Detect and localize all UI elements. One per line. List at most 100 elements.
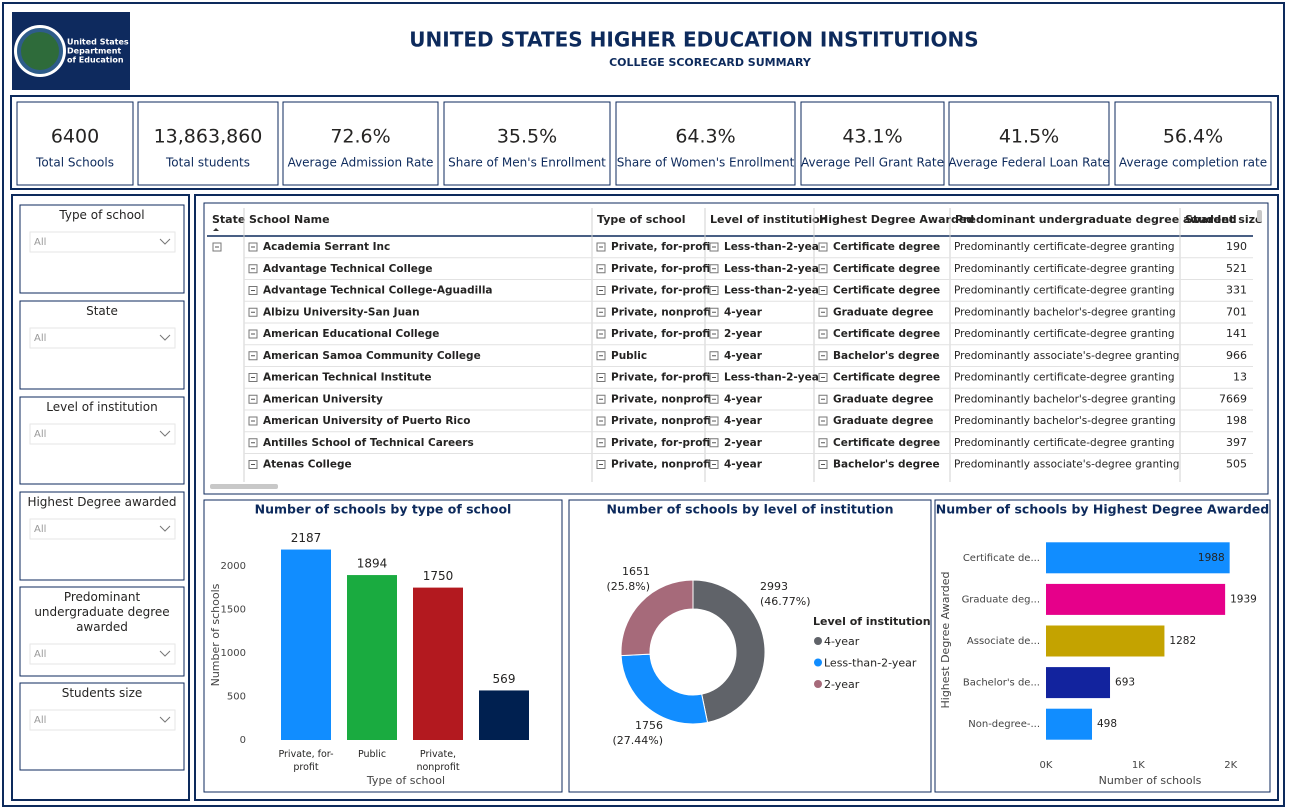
table-cell: Private, for-profit bbox=[611, 437, 715, 449]
table-cell: American Samoa Community College bbox=[263, 350, 481, 362]
bar bbox=[1046, 708, 1093, 740]
slicer-dropdown bbox=[29, 709, 176, 731]
scrollbar-h bbox=[210, 484, 278, 489]
table-cell: Certificate degree bbox=[833, 285, 940, 297]
table-cell: Less-than-2-year bbox=[724, 263, 825, 275]
data-label: 1282 bbox=[1169, 635, 1196, 647]
kpi-card bbox=[1114, 101, 1272, 186]
slicer-selection: All bbox=[34, 524, 46, 535]
table-cell: American Educational College bbox=[263, 328, 439, 340]
table-cell: Predominantly certificate-degree grantin… bbox=[954, 263, 1175, 275]
table-cell: 141 bbox=[1226, 327, 1247, 340]
bar bbox=[1046, 583, 1226, 615]
y-tick-label: Associate de... bbox=[967, 636, 1040, 647]
x-tick-label: 1K bbox=[1132, 760, 1145, 771]
table-cell: Bachelor's degree bbox=[833, 350, 940, 362]
data-label: 1988 bbox=[1198, 552, 1225, 564]
slicer-title: Highest Degree awarded bbox=[27, 495, 177, 509]
slicer-selection: All bbox=[34, 237, 46, 248]
table-cell: Graduate degree bbox=[833, 393, 933, 405]
legend-entry: 2-year bbox=[824, 678, 860, 691]
kpi-value: 43.1% bbox=[842, 126, 902, 148]
table-cell: 4-year bbox=[724, 350, 763, 362]
kpi-card bbox=[137, 101, 279, 186]
slicer-dropdown bbox=[29, 643, 176, 665]
y-tick-label: 1000 bbox=[221, 648, 246, 659]
percent-label: (25.8%) bbox=[606, 580, 650, 593]
bar bbox=[1046, 625, 1165, 657]
x-tick-label: Private, nonprofit bbox=[416, 749, 460, 773]
table-cell: 397 bbox=[1226, 436, 1247, 449]
table-cell: 4-year bbox=[724, 306, 763, 318]
y-axis-label: Number of schools bbox=[209, 583, 222, 686]
table-cell: 2-year bbox=[724, 437, 763, 449]
x-tick-label: Private, for-profit bbox=[278, 749, 334, 773]
logo-text: of Education bbox=[67, 56, 124, 65]
table-cell: 4-year bbox=[724, 393, 763, 405]
dropdown-chevron bbox=[159, 334, 171, 341]
table-cell: Certificate degree bbox=[833, 372, 940, 384]
x-axis-label: Number of schools bbox=[1099, 774, 1202, 787]
table-cell: Private, nonprofit bbox=[611, 415, 716, 427]
slicer-title: Level of institution bbox=[46, 400, 158, 414]
table-cell: 701 bbox=[1226, 305, 1247, 318]
chart-title: Number of schools by Highest Degree Awar… bbox=[936, 502, 1269, 517]
y-tick-label: Bachelor's de... bbox=[963, 678, 1040, 689]
kpi-card bbox=[282, 101, 439, 186]
y-tick-label: 500 bbox=[227, 691, 246, 702]
legend-title: Level of institution bbox=[813, 615, 931, 628]
bar bbox=[1046, 542, 1230, 574]
donut-slice bbox=[692, 579, 766, 724]
table-cell: Certificate degree bbox=[833, 328, 940, 340]
bar bbox=[347, 575, 397, 740]
data-label: 1651 bbox=[622, 565, 650, 578]
table-cell: Certificate degree bbox=[833, 241, 940, 253]
dropdown-chevron bbox=[159, 525, 171, 532]
percent-label: (27.44%) bbox=[612, 734, 663, 747]
table-cell: Less-than-2-year bbox=[724, 372, 825, 384]
data-label: 1894 bbox=[357, 557, 388, 571]
table-cell: 13 bbox=[1233, 371, 1247, 384]
data-label: 693 bbox=[1115, 677, 1135, 689]
table-cell: 4-year bbox=[724, 459, 763, 471]
x-tick-label: 2K bbox=[1224, 760, 1237, 771]
kpi-label: Total Schools bbox=[35, 156, 114, 170]
legend-marker bbox=[814, 637, 822, 645]
table-cell: Public bbox=[611, 350, 647, 362]
table-cell: 198 bbox=[1226, 414, 1247, 427]
y-tick-label: Non-degree-... bbox=[968, 719, 1040, 730]
data-label: 1939 bbox=[1230, 593, 1257, 605]
table-cell: Private, for-profit bbox=[611, 285, 715, 297]
table-cell: Advantage Technical College bbox=[263, 263, 433, 275]
y-axis-label: Highest Degree Awarded bbox=[939, 571, 952, 708]
x-tick-label: Public bbox=[357, 749, 387, 760]
kpi-card bbox=[948, 101, 1110, 186]
table-cell: Less-than-2-year bbox=[724, 285, 825, 297]
kpi-value: 35.5% bbox=[497, 126, 557, 148]
column-header: State bbox=[212, 213, 245, 226]
column-header: Type of school bbox=[597, 213, 686, 226]
slicer-title: Students size bbox=[61, 686, 143, 700]
page-subtitle: COLLEGE SCORECARD SUMMARY bbox=[609, 56, 812, 69]
slicer-title: Type of school bbox=[59, 208, 145, 222]
slicer-dropdown bbox=[29, 327, 176, 349]
slicer-dropdown bbox=[29, 518, 176, 540]
column-header: Highest Degree Awarded bbox=[819, 213, 974, 226]
table-cell: Certificate degree bbox=[833, 263, 940, 275]
seal-inner bbox=[17, 28, 63, 74]
x-axis-label: Type of school bbox=[366, 774, 445, 787]
y-tick-label: 1500 bbox=[221, 604, 246, 615]
data-label: 498 bbox=[1097, 718, 1117, 730]
kpi-value: 13,863,860 bbox=[154, 126, 263, 148]
slicer-title: Predominant undergraduate degree awarded bbox=[34, 590, 170, 634]
slicer-title: State bbox=[86, 304, 118, 318]
table-cell: Less-than-2-year bbox=[724, 241, 825, 253]
table-cell: 331 bbox=[1226, 284, 1247, 297]
bar bbox=[479, 690, 529, 740]
table-panel bbox=[203, 202, 1269, 495]
table-cell: 505 bbox=[1226, 458, 1247, 471]
table-cell: Private, for-profit bbox=[611, 372, 715, 384]
column-header: Student size bbox=[1185, 213, 1262, 226]
bar bbox=[281, 549, 331, 740]
table-cell: American University of Puerto Rico bbox=[263, 415, 470, 427]
